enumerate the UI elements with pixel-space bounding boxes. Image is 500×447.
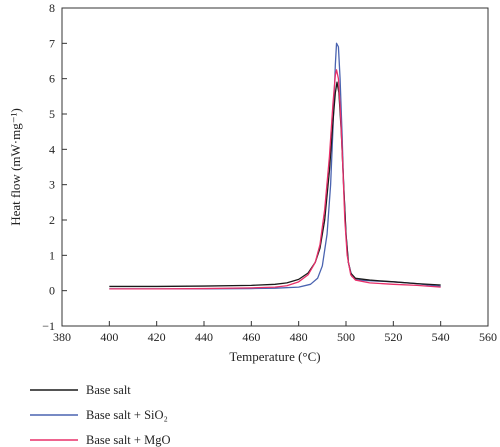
x-tick-label: 380	[53, 330, 71, 344]
y-tick-label: 7	[49, 36, 55, 50]
x-tick-label: 540	[432, 330, 450, 344]
series-line-2	[109, 42, 441, 290]
x-tick-label: 440	[195, 330, 213, 344]
series-line-3	[109, 69, 441, 290]
x-axis-title: Temperature (°C)	[229, 349, 320, 364]
y-tick-label: 2	[49, 213, 55, 227]
x-tick-label: 420	[148, 330, 166, 344]
y-tick-label: −1	[42, 319, 55, 333]
x-tick-label: 560	[479, 330, 497, 344]
legend-label: Base salt + MgO	[86, 433, 170, 447]
y-tick-label: 0	[49, 284, 55, 298]
x-tick-label: 400	[100, 330, 118, 344]
y-tick-label: 8	[49, 1, 55, 15]
y-tick-label: 6	[49, 72, 55, 86]
y-tick-label: 1	[49, 248, 55, 262]
y-tick-label: 5	[49, 107, 55, 121]
x-tick-label: 500	[337, 330, 355, 344]
x-tick-label: 460	[242, 330, 260, 344]
legend-label: Base salt	[86, 383, 131, 397]
x-tick-label: 480	[290, 330, 308, 344]
y-tick-label: 3	[49, 178, 55, 192]
series-line-1	[109, 81, 441, 288]
legend-label: Base salt + SiO₂	[86, 408, 168, 422]
x-tick-label: 520	[384, 330, 402, 344]
plot-area-frame	[61, 7, 489, 327]
y-axis-title: Heat flow (mW·mg⁻¹)	[8, 108, 23, 226]
y-tick-label: 4	[49, 142, 55, 156]
